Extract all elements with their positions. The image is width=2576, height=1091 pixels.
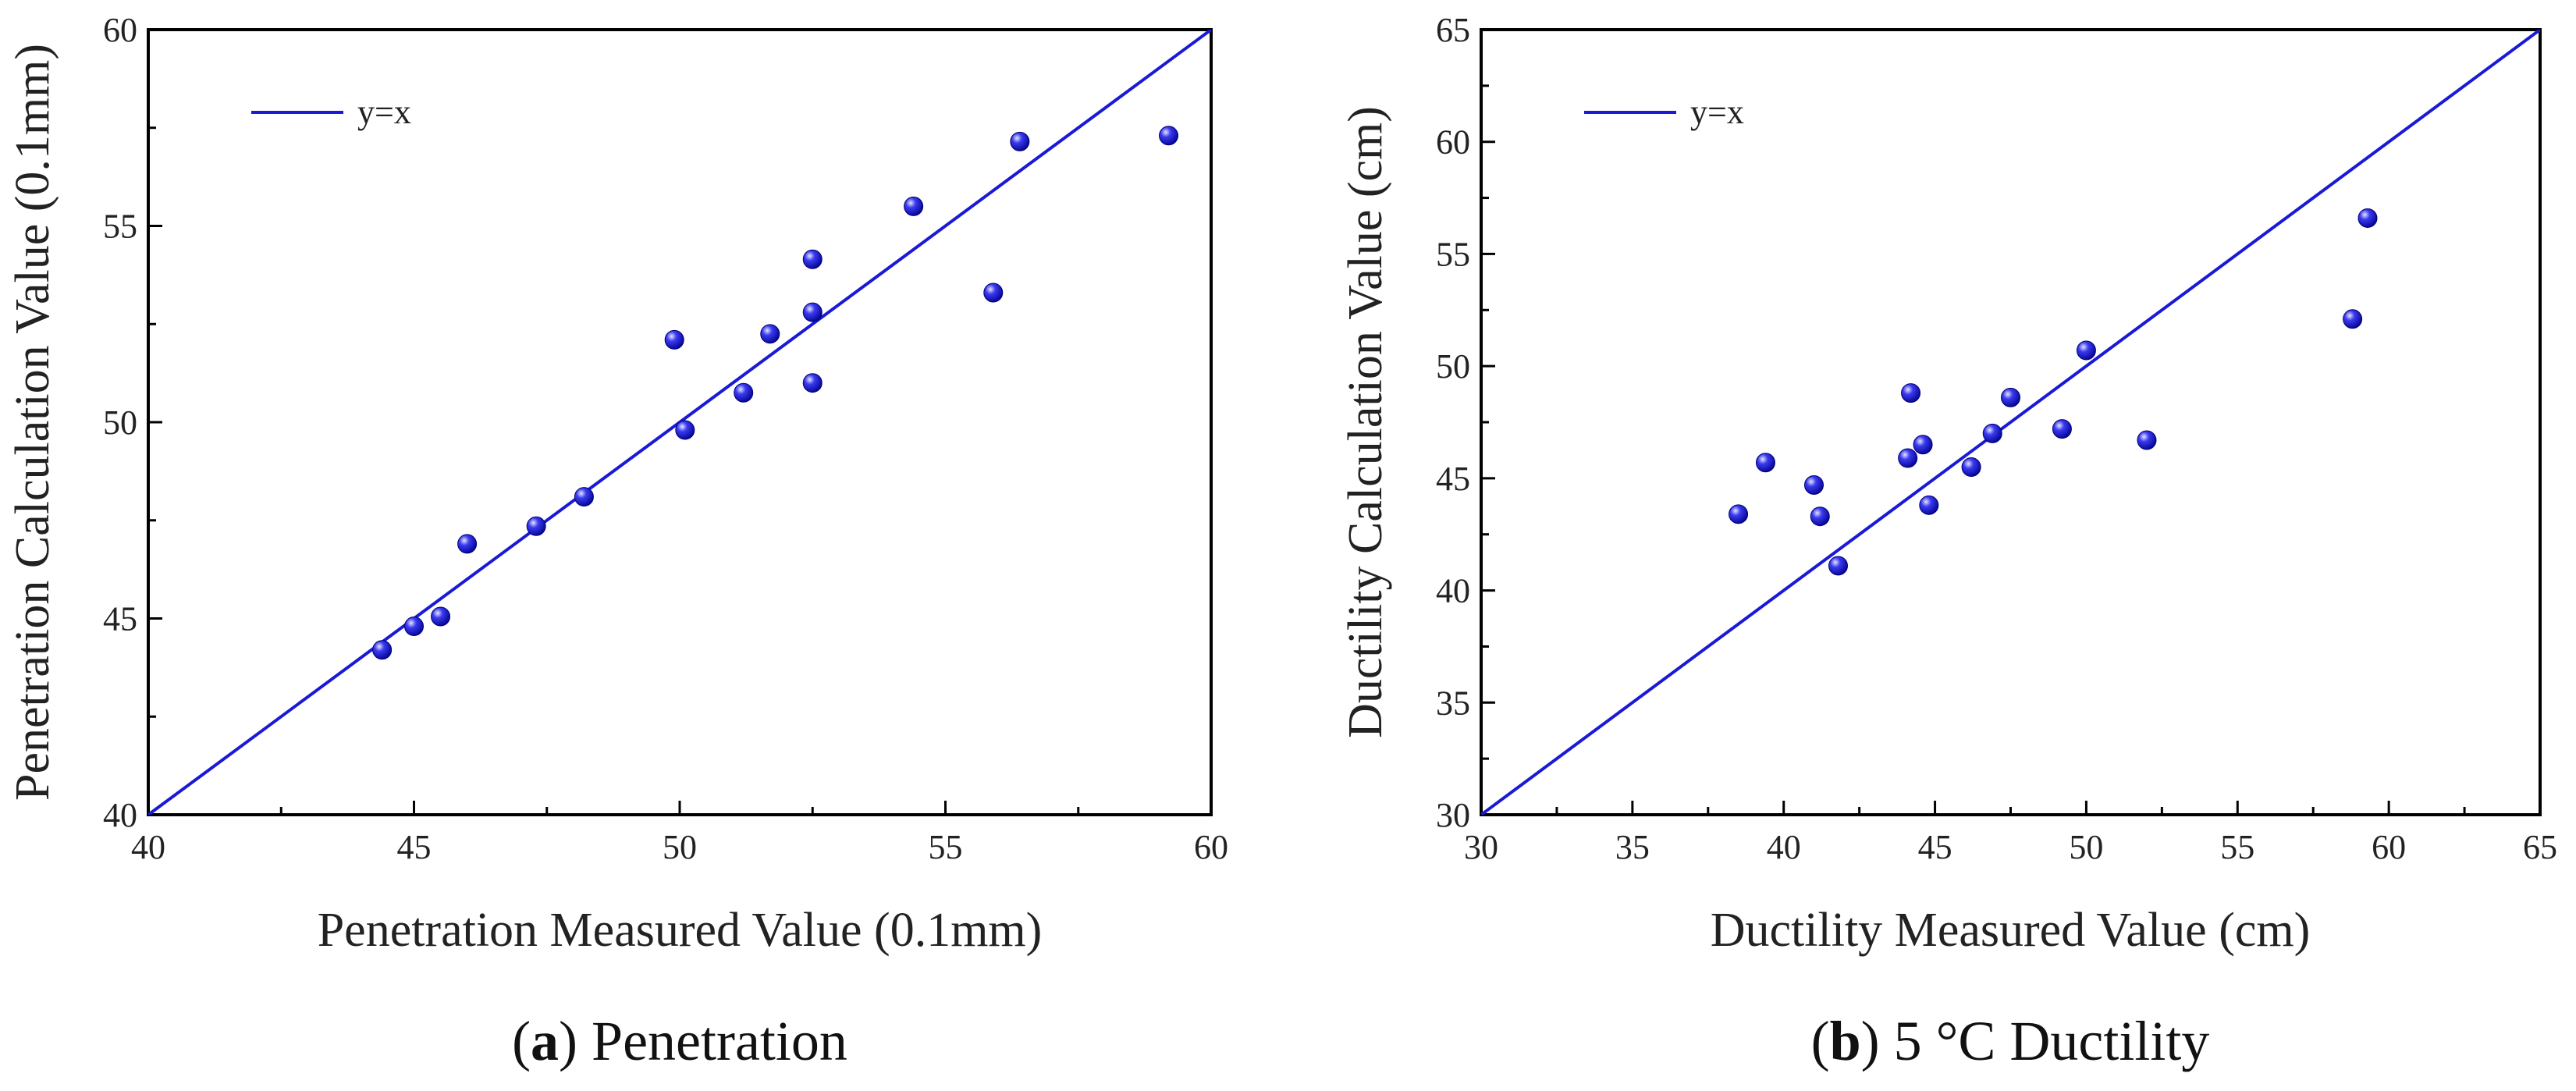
y-tick-label: 45 <box>103 600 137 638</box>
scatter-point <box>2343 309 2363 329</box>
scatter-point <box>2137 430 2157 450</box>
y-tick-label: 55 <box>103 208 137 246</box>
y-tick-label: 35 <box>1436 684 1470 722</box>
scatter-point <box>574 487 594 507</box>
x-axis-label: Penetration Measured Value (0.1mm) <box>318 904 1043 957</box>
y-tick-label: 40 <box>1436 572 1470 610</box>
x-tick-label: 60 <box>2372 828 2406 866</box>
scatter-point <box>431 606 451 627</box>
scatter-point <box>1729 504 1749 524</box>
y-tick-label: 55 <box>1436 235 1470 273</box>
x-tick-label: 40 <box>1767 828 1801 866</box>
caption: (b) 5 °C Ductility <box>1811 1010 2210 1072</box>
y-tick-label: 50 <box>103 403 137 442</box>
y-tick-label: 60 <box>1436 123 1470 162</box>
scatter-point <box>664 329 684 350</box>
scatter-point <box>1919 495 1939 515</box>
scatter-point <box>1898 448 1918 468</box>
legend-label: y=x <box>1690 93 1744 131</box>
scatter-point <box>1828 556 1849 576</box>
scatter-point <box>802 302 823 322</box>
y-tick-label: 65 <box>1436 11 1470 49</box>
chart-penetration: 40 45 50 55 60 40 45 50 55 60 y=x Penetration Mea… <box>6 11 1228 1072</box>
scatter-point <box>2052 419 2072 439</box>
x-tick-label: 65 <box>2523 828 2557 866</box>
x-tick-label: 35 <box>1615 828 1650 866</box>
caption-letter: a <box>531 1010 559 1072</box>
y-tick-label: 30 <box>1436 796 1470 834</box>
scatter-point <box>2001 387 2020 407</box>
scatter-point <box>457 534 478 554</box>
scatter-point <box>1755 453 1775 473</box>
legend-label: y=x <box>357 93 411 131</box>
caption-letter: b <box>1830 1010 1861 1072</box>
chart-ductility: 30 35 40 45 50 55 60 65 30 35 40 45 50 55 60 65 y=x Duc… <box>1339 11 2557 1072</box>
legend: y=x <box>251 93 411 131</box>
x-tick-label: 50 <box>2069 828 2103 866</box>
legend: y=x <box>1584 93 1744 131</box>
caption-text: Penetration <box>592 1010 847 1072</box>
caption: (a) Penetration <box>512 1010 847 1072</box>
caption-text: 5 °C Ductility <box>1894 1010 2210 1072</box>
x-tick-label: 40 <box>131 828 165 866</box>
scatter-point <box>1810 506 1830 527</box>
scatter-point <box>1961 457 1981 477</box>
scatter-point <box>904 196 924 216</box>
y-tick-label: 45 <box>1436 460 1470 498</box>
scatter-point <box>802 373 823 393</box>
axis-ticks: 40 45 50 55 60 40 45 50 55 60 <box>103 11 1228 866</box>
y-axis-label: Penetration Calculation Value (0.1mm) <box>6 44 59 801</box>
scatter-point <box>1982 423 2002 443</box>
x-tick-label: 45 <box>397 828 432 866</box>
axis-ticks: 30 35 40 45 50 55 60 65 30 35 40 45 50 55 60 65 <box>1436 11 2557 866</box>
x-tick-label: 55 <box>2220 828 2254 866</box>
scatter-points <box>372 126 1179 660</box>
x-tick-label: 60 <box>1194 828 1228 866</box>
scatter-point <box>760 324 780 344</box>
scatter-point <box>983 283 1004 303</box>
y-tick-label: 40 <box>103 796 137 834</box>
scatter-point <box>1010 131 1030 151</box>
y-tick-label: 50 <box>1436 347 1470 386</box>
scatter-point <box>526 516 546 536</box>
y-tick-label: 60 <box>103 11 137 49</box>
x-axis-label: Ductility Measured Value (cm) <box>1711 904 2310 957</box>
reference-line-y-eq-x <box>1481 30 2540 815</box>
scatter-point <box>734 382 754 403</box>
x-tick-label: 50 <box>663 828 697 866</box>
scatter-point <box>2076 340 2096 361</box>
x-tick-label: 45 <box>1918 828 1952 866</box>
x-tick-label: 30 <box>1464 828 1498 866</box>
y-axis-label: Ductility Calculation Value (cm) <box>1339 106 1392 738</box>
scatter-points <box>1729 208 2378 576</box>
x-tick-label: 55 <box>929 828 963 866</box>
scatter-point <box>2357 208 2378 228</box>
scatter-point <box>802 249 823 269</box>
scatter-point <box>372 640 393 660</box>
scatter-point <box>675 420 695 440</box>
scatter-point <box>1803 474 1824 495</box>
scatter-point <box>1159 126 1179 146</box>
reference-line-group <box>1481 30 2540 815</box>
scatter-point <box>404 617 424 637</box>
scatter-point <box>1913 435 1933 455</box>
scatter-point <box>1901 383 1921 403</box>
